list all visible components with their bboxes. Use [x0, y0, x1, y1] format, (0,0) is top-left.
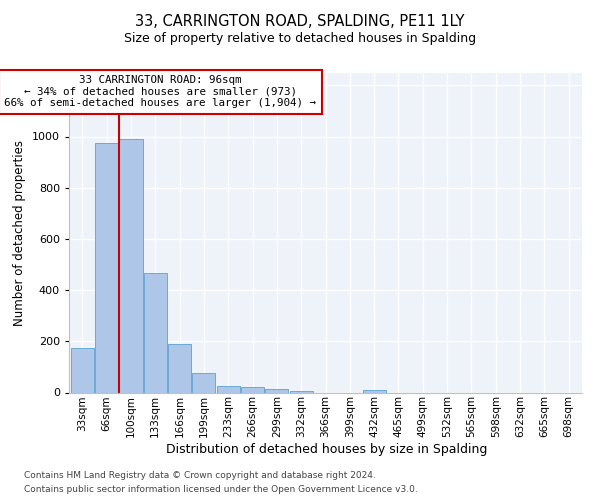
Bar: [290, 391, 313, 392]
Bar: [71, 348, 94, 393]
Text: 33, CARRINGTON ROAD, SPALDING, PE11 1LY: 33, CARRINGTON ROAD, SPALDING, PE11 1LY: [135, 14, 465, 29]
Text: Distribution of detached houses by size in Spalding: Distribution of detached houses by size …: [166, 442, 488, 456]
Bar: [265, 388, 289, 392]
Bar: [217, 386, 240, 392]
Bar: [119, 139, 143, 392]
Bar: [241, 388, 264, 392]
Bar: [168, 344, 191, 393]
Text: Size of property relative to detached houses in Spalding: Size of property relative to detached ho…: [124, 32, 476, 45]
Bar: [362, 390, 386, 392]
Y-axis label: Number of detached properties: Number of detached properties: [13, 140, 26, 326]
Text: Contains public sector information licensed under the Open Government Licence v3: Contains public sector information licen…: [24, 485, 418, 494]
Text: Contains HM Land Registry data © Crown copyright and database right 2024.: Contains HM Land Registry data © Crown c…: [24, 472, 376, 480]
Text: 33 CARRINGTON ROAD: 96sqm
← 34% of detached houses are smaller (973)
66% of semi: 33 CARRINGTON ROAD: 96sqm ← 34% of detac…: [4, 75, 316, 108]
Bar: [95, 143, 118, 392]
Bar: [193, 374, 215, 392]
Bar: [144, 274, 167, 392]
